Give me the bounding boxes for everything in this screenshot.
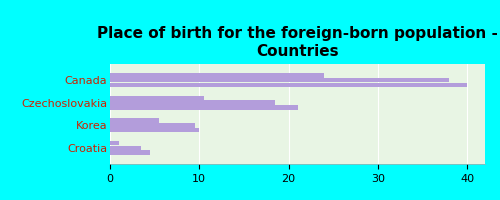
Bar	[110, 100, 275, 105]
Bar	[110, 118, 159, 123]
Bar	[110, 78, 450, 82]
Bar	[110, 96, 204, 100]
Bar	[110, 123, 195, 128]
Bar	[110, 105, 298, 110]
Bar	[110, 128, 200, 132]
Bar	[110, 83, 467, 87]
Bar	[110, 146, 142, 150]
Bar	[110, 73, 324, 78]
Title: Place of birth for the foreign-born population -
Countries: Place of birth for the foreign-born popu…	[97, 26, 498, 59]
Bar	[110, 141, 119, 145]
Bar	[110, 150, 150, 155]
